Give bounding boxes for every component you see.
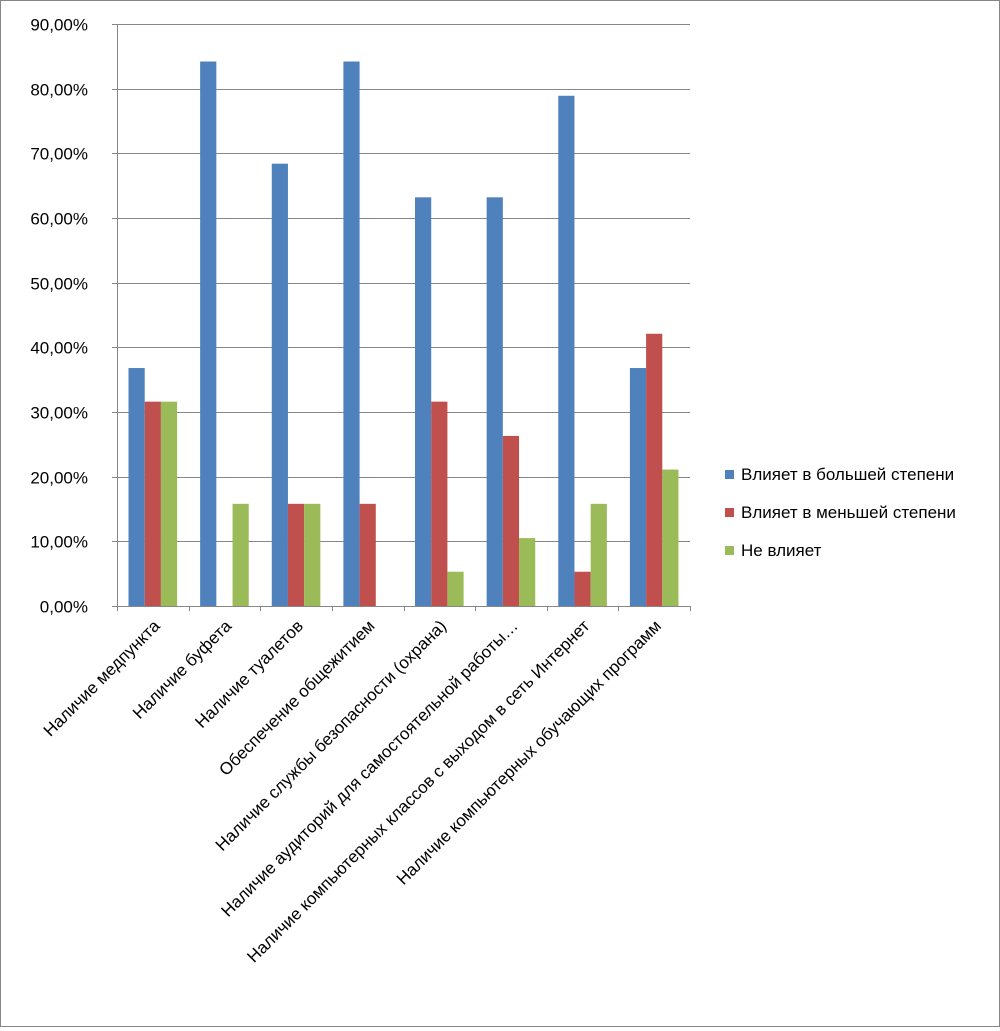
bar-series-3 — [662, 469, 679, 606]
y-axis-ticks: 0,00% 10,00% 20,00% 30,00% 40,00% 50,00% 60,00… — [30, 16, 88, 617]
y-tick-label: 30,00% — [30, 404, 88, 423]
y-tick-label: 0,00% — [40, 598, 88, 617]
bar-series-2 — [144, 401, 161, 606]
y-tick-label: 80,00% — [30, 81, 88, 100]
legend-label: Влияет в меньшей степени — [741, 503, 956, 522]
legend-swatch — [725, 508, 734, 517]
bar-series-1 — [629, 368, 647, 606]
bar-series-1 — [343, 61, 360, 606]
bar-series-3 — [519, 538, 536, 606]
bar-series-2 — [359, 503, 376, 606]
bar-series-3 — [304, 503, 321, 606]
bar-series-3 — [160, 401, 178, 606]
bar-series-1 — [128, 368, 145, 606]
x-category-label: Наличие компьютерных классов с выходом в… — [243, 616, 593, 966]
bar-series-1 — [271, 163, 288, 606]
y-tick-label: 90,00% — [30, 16, 88, 35]
legend: Влияет в большей степени Влияет в меньшей… — [725, 465, 956, 560]
legend-label: Не влияет — [741, 541, 822, 560]
bar-series-1 — [486, 197, 503, 606]
bar-series-1 — [415, 197, 432, 606]
y-tick-label: 70,00% — [30, 145, 88, 164]
y-tick-label: 60,00% — [30, 210, 88, 229]
bar-series-2 — [431, 401, 448, 606]
bar-series-3 — [232, 503, 249, 606]
bar-series-2 — [502, 435, 520, 606]
bars — [128, 61, 679, 606]
x-category-label: Наличие медпункта — [40, 616, 164, 740]
bar-series-2 — [287, 503, 305, 606]
y-tick-label: 50,00% — [30, 275, 88, 294]
legend-swatch — [725, 470, 734, 479]
y-tick-label: 20,00% — [30, 469, 88, 488]
bar-series-1 — [558, 95, 575, 606]
legend-swatch — [725, 546, 734, 555]
y-tick-label: 10,00% — [30, 533, 88, 552]
legend-label: Влияет в большей степени — [741, 465, 954, 484]
y-tick-label: 40,00% — [30, 339, 88, 358]
bar-series-2 — [646, 333, 663, 606]
bar-series-1 — [200, 61, 217, 606]
bar-series-2 — [574, 571, 591, 606]
bar-series-3 — [590, 503, 607, 606]
axes — [112, 24, 691, 611]
x-category-label: Наличие компьютерных обучающих программ — [393, 616, 665, 888]
bar-series-3 — [447, 571, 464, 606]
